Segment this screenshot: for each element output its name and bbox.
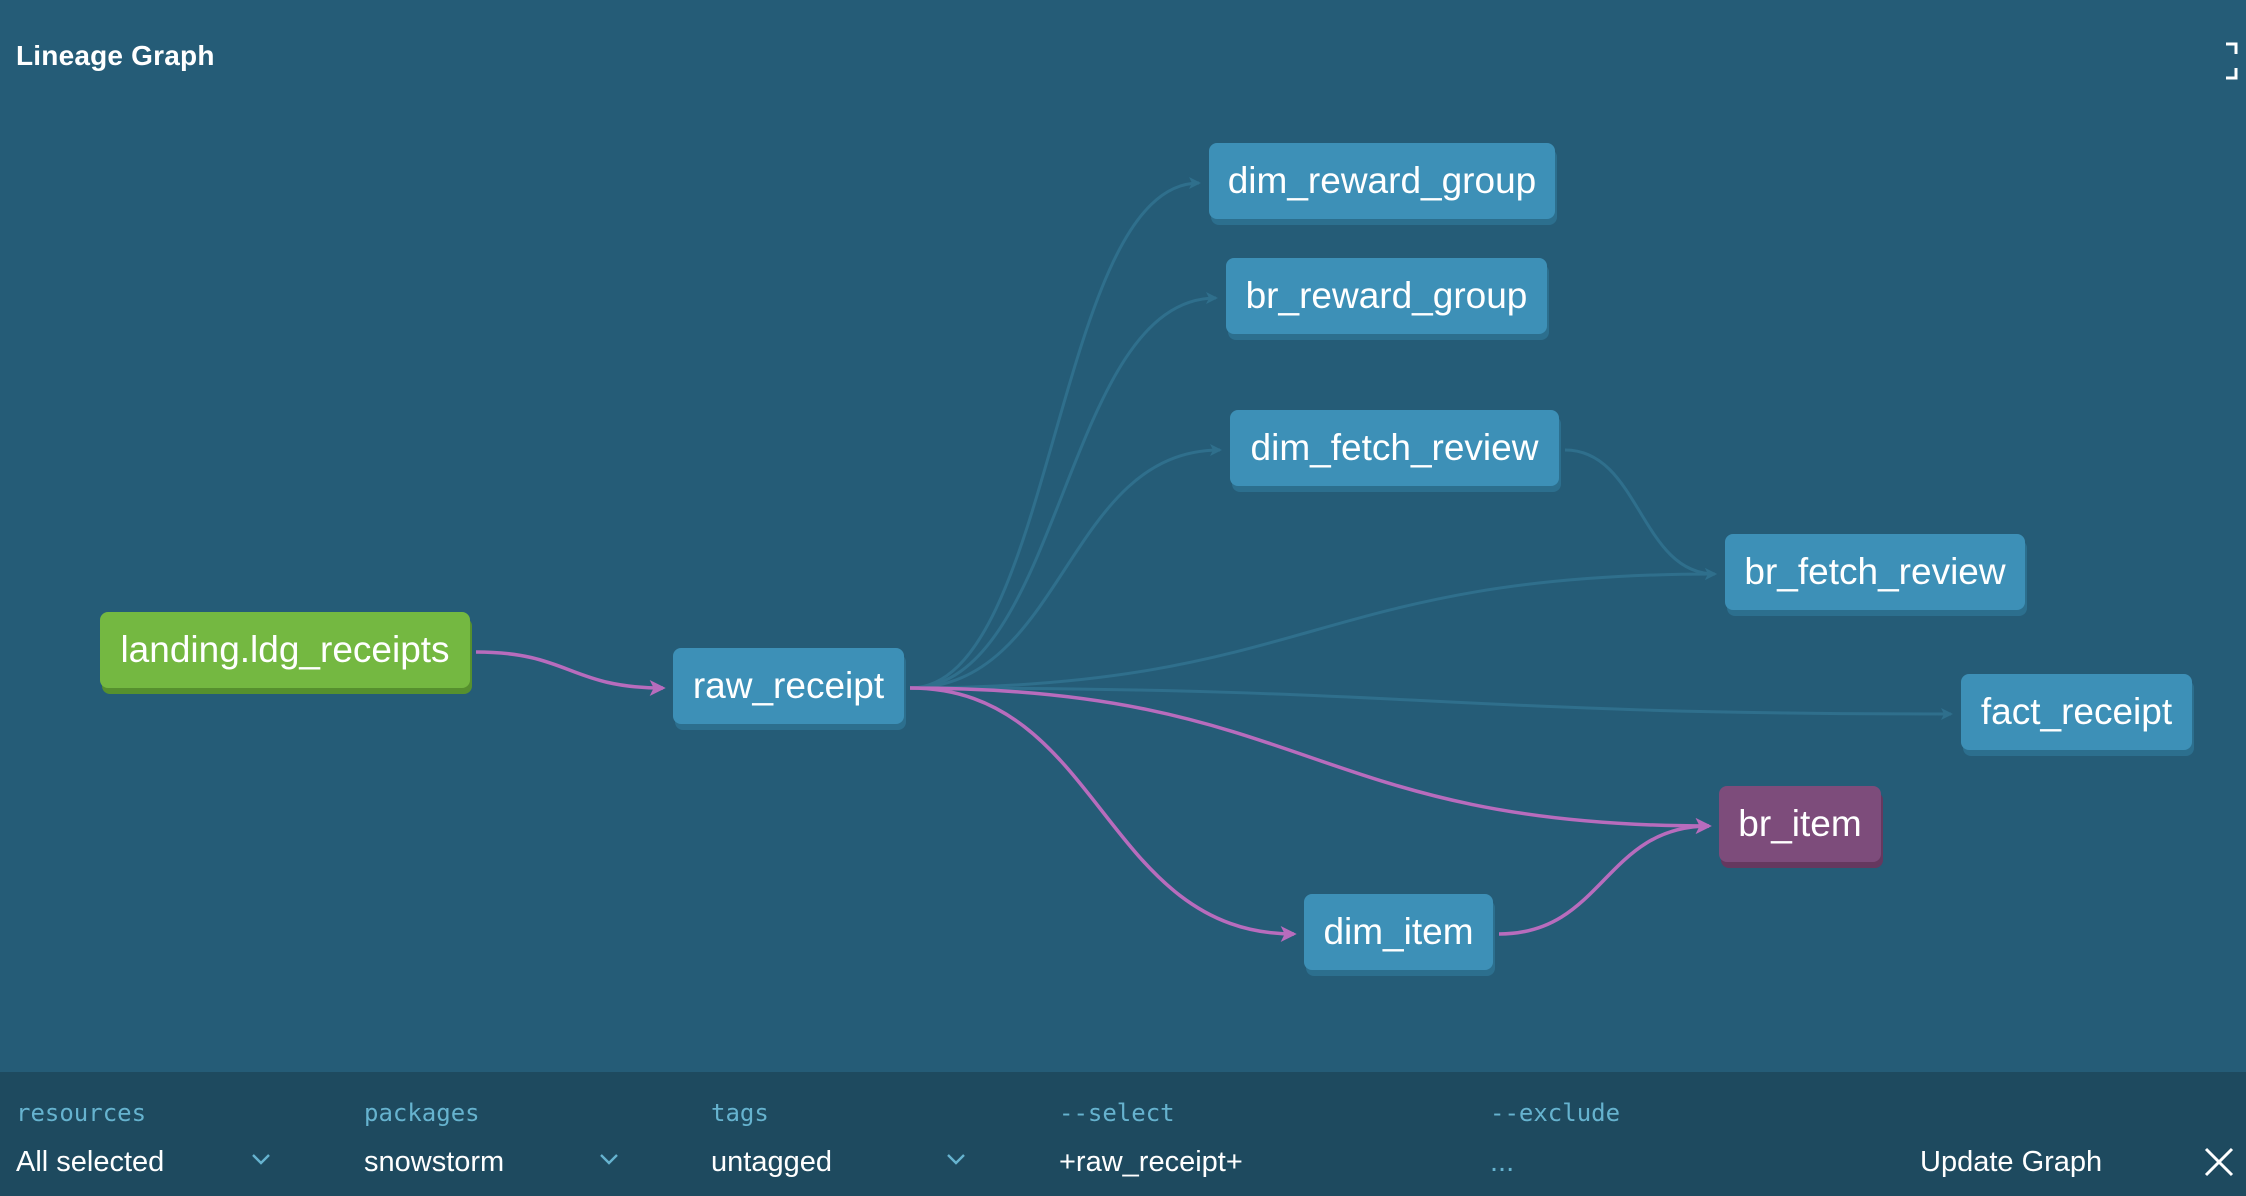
edge-raw-receipt-to-br-reward-group (909, 292, 1218, 690)
tags-label: tags (711, 1099, 769, 1127)
edge-raw-receipt-to-dim-reward-group (909, 177, 1201, 690)
selector-bar: resources All selected packages snowstor… (0, 1072, 2246, 1196)
edge-raw-receipt-to-dim-item (909, 686, 1297, 942)
graph-node-raw-receipt[interactable]: raw_receipt (673, 648, 904, 724)
edge-landing-to-raw-receipt (475, 650, 666, 696)
graph-node-dim-fetch-review[interactable]: dim_fetch_review (1230, 410, 1559, 486)
graph-node-br-item[interactable]: br_item (1719, 786, 1881, 862)
update-graph-button[interactable]: Update Graph (1920, 1146, 2103, 1178)
select-label: --select (1059, 1099, 1175, 1127)
chevron-down-icon[interactable] (945, 1152, 967, 1166)
graph-node-fact-receipt[interactable]: fact_receipt (1961, 674, 2192, 750)
tags-value[interactable]: untagged (711, 1146, 832, 1178)
edge-dim-item-to-br-item (1498, 818, 1712, 936)
edge-raw-receipt-to-br-fetch-review (909, 568, 1717, 690)
graph-node-dim-item[interactable]: dim_item (1304, 894, 1493, 970)
graph-node-br-fetch-review[interactable]: br_fetch_review (1725, 534, 2025, 610)
select-input[interactable]: +raw_receipt+ (1059, 1146, 1243, 1178)
chevron-down-icon[interactable] (598, 1152, 620, 1166)
resources-label: resources (16, 1099, 147, 1127)
edge-dim-fetch-review-to-br-fetch-review (1564, 448, 1717, 580)
graph-node-landing[interactable]: landing.ldg_receipts (100, 612, 470, 688)
packages-value[interactable]: snowstorm (364, 1146, 505, 1178)
graph-node-br-reward-group[interactable]: br_reward_group (1226, 258, 1547, 334)
chevron-down-icon[interactable] (250, 1152, 272, 1166)
panel-title: Lineage Graph (16, 40, 215, 71)
exclude-input[interactable]: ... (1490, 1146, 1515, 1178)
expand-icon[interactable] (2218, 42, 2240, 82)
edge-raw-receipt-to-fact-receipt (909, 686, 1953, 720)
graph-node-dim-reward-group[interactable]: dim_reward_group (1209, 143, 1555, 219)
resources-value[interactable]: All selected (16, 1146, 165, 1178)
close-icon[interactable] (2204, 1147, 2234, 1177)
edge-raw-receipt-to-dim-fetch-review (909, 444, 1222, 690)
graph-edges (475, 177, 1953, 942)
packages-label: packages (364, 1099, 480, 1127)
edge-raw-receipt-to-br-item (909, 686, 1712, 834)
exclude-label: --exclude (1490, 1099, 1621, 1127)
